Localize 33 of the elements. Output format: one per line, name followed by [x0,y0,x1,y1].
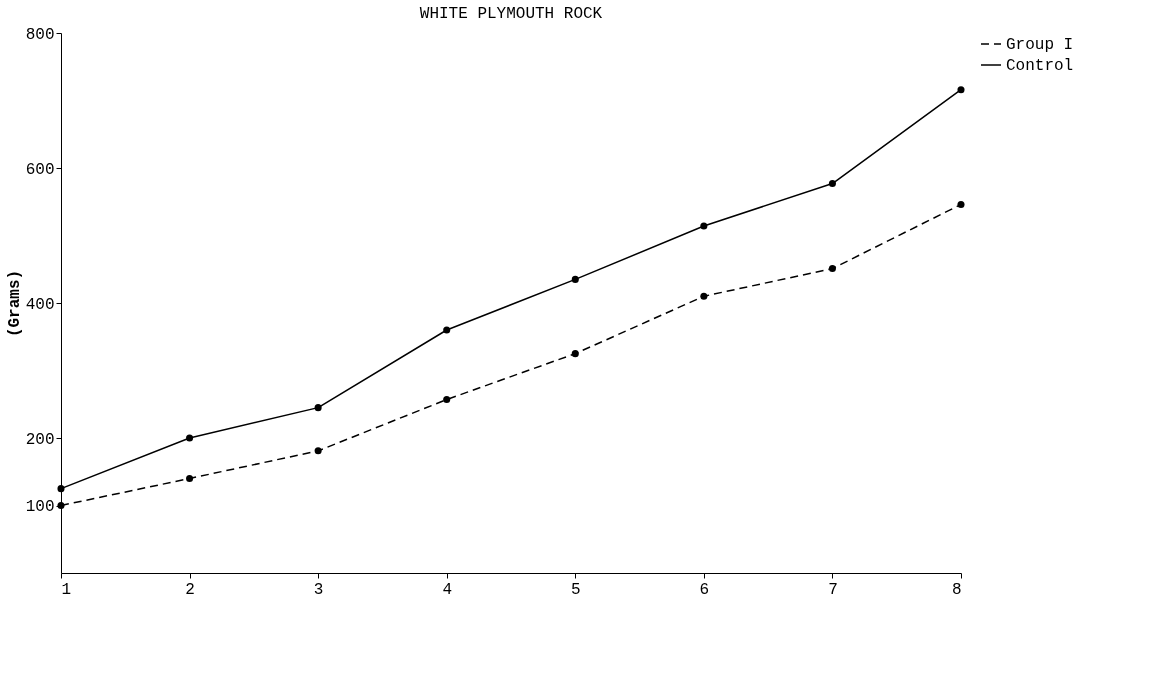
x-tick-label: 7 [828,580,838,599]
x-tick-label: 8 [951,580,962,599]
point [828,265,836,273]
point [57,501,65,510]
point [700,292,708,300]
point [571,275,579,283]
y-tick-label: 400 [25,295,55,314]
x-tick-label: 1 [61,580,72,599]
x-tick-label: 6 [699,580,710,599]
point [957,200,965,208]
x-tick-label: 5 [570,580,581,599]
point [314,447,322,455]
point [186,474,194,483]
y-tick-label: 600 [25,160,55,179]
y-tick-label: 100 [25,498,55,516]
y-axis-title: (Grams) [5,269,24,338]
x-tick-label: 3 [313,580,324,599]
x-tick-label: 4 [442,580,453,599]
legend-label: Control [1006,57,1074,75]
chart-title: WHITE PLYMOUTH ROCK [419,5,603,23]
y-tick-label: 800 [25,25,55,44]
point [57,485,65,493]
point [957,86,965,94]
point [314,404,322,412]
point [571,350,579,358]
point [828,180,836,188]
legend-label: Group I [1006,36,1074,54]
y-tick-label: 200 [25,430,55,449]
x-tick-label: 2 [185,580,195,599]
point [443,326,451,334]
point [700,222,708,230]
point [443,396,451,404]
point [186,434,194,442]
